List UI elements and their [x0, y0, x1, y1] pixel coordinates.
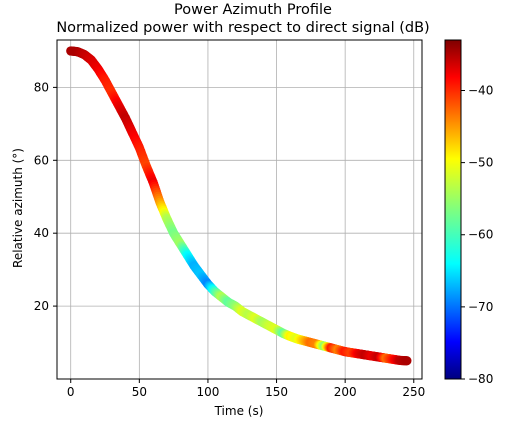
x-tick-label: 100: [196, 385, 219, 399]
scatter-point: [402, 356, 412, 366]
y-tick-label: 40: [34, 226, 49, 240]
chart-subtitle: Normalized power with respect to direct …: [56, 20, 429, 36]
colorbar-tick-label: −80: [468, 372, 493, 386]
x-tick-label: 150: [265, 385, 288, 399]
colorbar-tick-label: −40: [468, 83, 493, 97]
x-tick-label: 0: [67, 385, 75, 399]
x-tick-label: 250: [402, 385, 425, 399]
colorbar-ticks: −40 −50 −60 −70 −80: [461, 83, 493, 386]
scatter-points: [66, 46, 412, 366]
colorbar-tick-label: −70: [468, 300, 493, 314]
axis-ticks: 0 50 100 150 200 250 20 40 60 80: [34, 80, 426, 399]
colorbar-tick-label: −50: [468, 156, 493, 170]
grid-lines: [57, 40, 422, 379]
y-tick-label: 60: [34, 153, 49, 167]
y-tick-label: 20: [34, 299, 49, 313]
chart-title: Power Azimuth Profile: [174, 2, 332, 18]
plot-frame: [56, 39, 423, 380]
colorbar-tick-label: −60: [468, 228, 493, 242]
x-axis-title: Time (s): [214, 404, 264, 418]
colorbar: [444, 39, 462, 380]
y-axis-title: Relative azimuth (°): [11, 148, 25, 268]
y-tick-label: 80: [34, 80, 49, 94]
x-tick-label: 200: [334, 385, 357, 399]
x-tick-label: 50: [132, 385, 147, 399]
